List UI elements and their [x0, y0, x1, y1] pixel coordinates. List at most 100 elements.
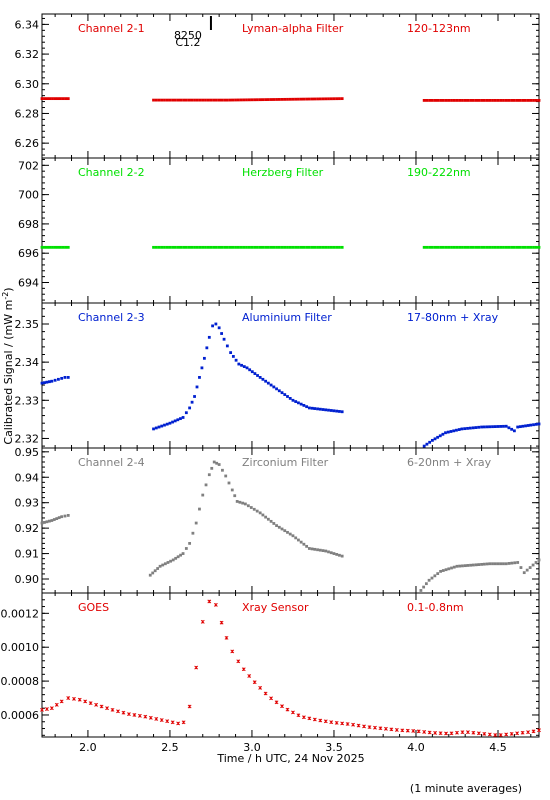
- data-point: [179, 98, 183, 102]
- data-point: [217, 98, 221, 102]
- data-point: [283, 529, 287, 533]
- data-point: [307, 716, 312, 721]
- data-point: [313, 407, 317, 410]
- data-point: [529, 245, 533, 249]
- data-point: [321, 408, 325, 411]
- data-point: [480, 99, 483, 102]
- data-point: [286, 395, 289, 398]
- data-point: [156, 567, 160, 570]
- series-marks: [40, 97, 541, 102]
- data-point: [294, 400, 298, 403]
- data-point: [252, 507, 256, 511]
- data-point: [53, 378, 57, 382]
- data-point: [225, 98, 229, 102]
- data-point: [430, 99, 434, 102]
- data-point: [188, 406, 192, 410]
- data-point: [305, 245, 309, 249]
- data-point: [191, 531, 195, 535]
- data-point: [198, 376, 201, 379]
- data-point: [433, 437, 437, 441]
- data-point: [441, 432, 445, 436]
- data-point: [507, 99, 511, 102]
- data-point: [318, 548, 322, 552]
- data-point: [469, 245, 473, 249]
- data-point: [516, 425, 520, 429]
- data-point: [45, 245, 49, 249]
- y-tick-label: 2.33: [15, 394, 40, 407]
- data-point: [485, 245, 489, 249]
- data-point: [521, 245, 524, 249]
- data-point: [307, 547, 311, 550]
- data-point: [222, 337, 226, 341]
- data-point: [324, 245, 328, 249]
- data-point: [450, 566, 453, 570]
- data-point: [242, 365, 246, 368]
- data-point: [335, 97, 339, 101]
- data-point: [515, 245, 519, 249]
- data-point: [318, 97, 322, 101]
- y-tick-label: 2.35: [15, 318, 40, 331]
- y-tick-label: 696: [18, 247, 39, 260]
- data-point: [474, 99, 478, 102]
- data-point: [441, 99, 445, 102]
- data-point: [206, 98, 210, 102]
- panel-5: 0.0006 0.0008 0.0010 0.0012 GOES Xray Sensor 0…: [1, 592, 541, 754]
- data-point: [485, 425, 489, 429]
- data-point: [428, 440, 432, 444]
- data-point: [302, 245, 306, 249]
- panel-frame: [41, 447, 540, 594]
- data-point: [275, 524, 278, 527]
- data-point: [522, 571, 526, 575]
- data-point: [291, 710, 295, 715]
- data-point: [463, 99, 467, 102]
- data-point: [340, 245, 344, 249]
- data-point: [482, 99, 486, 102]
- data-point: [283, 393, 287, 396]
- data-point: [198, 507, 201, 511]
- panel-filter-label: Xray Sensor: [242, 601, 309, 614]
- data-point: [60, 515, 64, 519]
- data-point: [356, 723, 361, 728]
- data-point: [338, 97, 341, 101]
- data-point: [296, 713, 301, 718]
- data-point: [240, 363, 243, 367]
- data-point: [215, 98, 218, 102]
- data-point: [43, 521, 46, 524]
- data-point: [513, 561, 517, 565]
- data-point: [223, 245, 227, 249]
- data-point: [461, 99, 464, 102]
- data-point: [471, 563, 475, 567]
- data-point: [332, 552, 336, 555]
- data-point: [477, 425, 481, 429]
- data-point: [537, 245, 541, 249]
- data-point: [250, 370, 254, 374]
- data-point: [466, 245, 470, 249]
- data-point: [43, 97, 47, 101]
- data-point: [110, 707, 115, 712]
- data-point: [190, 98, 194, 102]
- data-point: [463, 427, 467, 431]
- data-point: [264, 379, 268, 383]
- data-point: [329, 245, 333, 249]
- data-point: [378, 726, 383, 731]
- data-point: [531, 729, 536, 734]
- data-point: [61, 97, 65, 101]
- data-point: [269, 245, 273, 249]
- data-point: [225, 245, 229, 249]
- data-point: [223, 98, 227, 102]
- data-point: [534, 99, 538, 102]
- data-point: [502, 424, 505, 428]
- data-point: [204, 483, 208, 487]
- panel-1: 6.26 6.28 6.30 6.32 6.34 Channel 2-1 Lyman-alp…: [15, 13, 541, 159]
- data-point: [154, 717, 159, 721]
- data-point: [53, 97, 57, 101]
- data-point: [430, 576, 434, 580]
- data-point: [335, 553, 339, 556]
- panel-channel-label: Channel 2-2: [78, 166, 145, 179]
- data-point: [152, 427, 155, 431]
- panel-band-label: 17-80nm + Xray: [407, 311, 499, 324]
- data-point: [280, 391, 284, 395]
- data-point: [161, 563, 165, 567]
- data-point: [310, 97, 314, 101]
